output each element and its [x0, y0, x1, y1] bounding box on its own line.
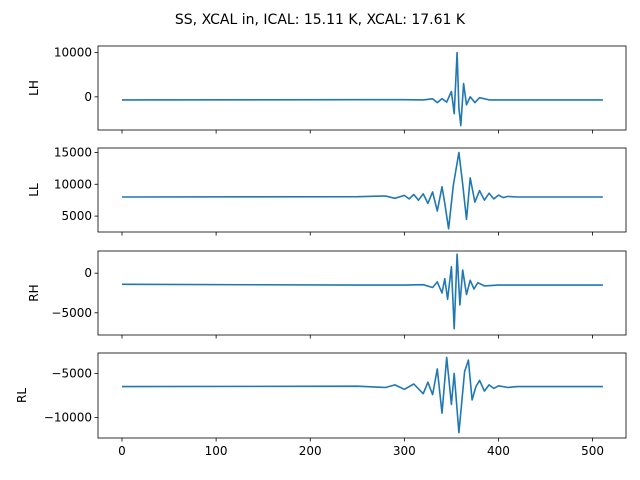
subplot-lh: 0 10000 LH — [27, 45, 627, 134]
subplot-stack: 010000LH50001000015000LL−50000RH−10000−5… — [15, 45, 627, 458]
y-tick-label: 10000 — [54, 177, 92, 191]
x-tick-label: 300 — [393, 444, 416, 458]
series-line-lh — [121, 51, 603, 127]
axes-frame — [97, 352, 627, 439]
y-tick-label: −5000 — [51, 306, 92, 320]
y-tick-label: 10000 — [54, 46, 92, 60]
x-tick-label: 200 — [299, 444, 322, 458]
x-tick-label: 100 — [205, 444, 228, 458]
subplot-rl: −10000 −5000 0 100 200 300 400 500 RL — [15, 352, 627, 458]
figure-title: SS, XCAL in, ICAL: 15.11 K, XCAL: 17.61 … — [175, 12, 466, 28]
subplot-ll: 5000 10000 15000 LL — [27, 145, 627, 236]
y-tick-label: 5000 — [61, 209, 92, 223]
axes-frame — [97, 147, 627, 233]
y-axis-label: RL — [15, 388, 29, 403]
y-axis-label: LH — [27, 80, 41, 96]
y-tick-label: −5000 — [51, 366, 92, 380]
series-line-rh — [121, 253, 603, 330]
x-tick-label: 400 — [487, 444, 510, 458]
y-axis-label: LL — [27, 183, 41, 197]
y-tick-label: 0 — [84, 266, 92, 280]
subplot-rh: −5000 0 RH — [27, 250, 627, 339]
series-line-ll — [121, 151, 603, 230]
y-axis-label: RH — [27, 284, 41, 301]
series-line-rl — [121, 356, 603, 434]
y-tick-label: 15000 — [54, 145, 92, 159]
axes-frame — [97, 250, 627, 336]
axes-frame — [97, 45, 627, 131]
y-tick-label: −10000 — [44, 411, 92, 425]
x-tick-label: 0 — [118, 444, 126, 458]
x-tick-label: 500 — [581, 444, 604, 458]
y-tick-label: 0 — [84, 90, 92, 104]
